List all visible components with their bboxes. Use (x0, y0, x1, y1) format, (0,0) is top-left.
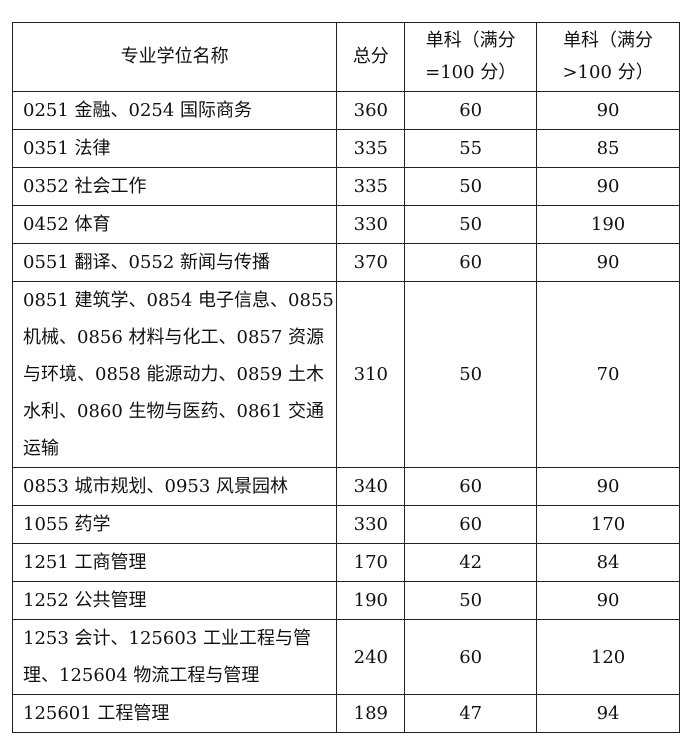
total-cell: 190 (336, 581, 406, 620)
name-cell: 1252 公共管理 (11, 581, 338, 620)
single-over-100-cell: 94 (536, 694, 680, 733)
table-row: 0452 体育 330 50 190 (11, 205, 680, 244)
single-over-100-cell: 170 (536, 505, 680, 544)
score-table: 专业学位名称 总分 单科（满分=100 分） 单科（满分>100 分） 0251… (11, 22, 680, 733)
header-name: 专业学位名称 (11, 22, 338, 92)
total-cell: 189 (336, 694, 406, 733)
table-row: 1252 公共管理 190 50 90 (11, 581, 680, 620)
table-row: 0551 翻译、0552 新闻与传播 370 60 90 (11, 243, 680, 282)
name-cell: 0851 建筑学、0854 电子信息、0855 机械、0856 材料与化工、08… (11, 281, 338, 468)
single-100-cell: 60 (404, 467, 538, 506)
total-cell: 360 (336, 91, 406, 130)
header-single-over-100: 单科（满分>100 分） (536, 22, 680, 92)
single-100-cell: 50 (404, 205, 538, 244)
name-cell: 0452 体育 (11, 205, 338, 244)
table-row: 125601 工程管理 189 47 94 (11, 694, 680, 733)
single-100-cell: 50 (404, 167, 538, 206)
total-cell: 240 (336, 619, 406, 695)
single-100-cell: 60 (404, 91, 538, 130)
single-over-100-cell: 85 (536, 129, 680, 168)
single-over-100-cell: 90 (536, 581, 680, 620)
single-over-100-cell: 90 (536, 167, 680, 206)
total-cell: 310 (336, 281, 406, 468)
name-cell: 0351 法律 (11, 129, 338, 168)
total-cell: 340 (336, 467, 406, 506)
table-row: 1055 药学 330 60 170 (11, 505, 680, 544)
single-100-cell: 60 (404, 243, 538, 282)
single-over-100-cell: 84 (536, 543, 680, 582)
table-row: 0853 城市规划、0953 风景园林 340 60 90 (11, 467, 680, 506)
single-over-100-cell: 90 (536, 243, 680, 282)
single-100-cell: 50 (404, 581, 538, 620)
single-100-cell: 47 (404, 694, 538, 733)
total-cell: 330 (336, 505, 406, 544)
single-over-100-cell: 190 (536, 205, 680, 244)
single-100-cell: 60 (404, 619, 538, 695)
name-cell: 1253 会计、125603 工业工程与管理、125604 物流工程与管理 (11, 619, 338, 695)
name-cell: 0352 社会工作 (11, 167, 338, 206)
single-over-100-cell: 120 (536, 619, 680, 695)
table-row: 0352 社会工作 335 50 90 (11, 167, 680, 206)
total-cell: 170 (336, 543, 406, 582)
single-over-100-cell: 90 (536, 467, 680, 506)
table-row: 0351 法律 335 55 85 (11, 129, 680, 168)
table-row: 1253 会计、125603 工业工程与管理、125604 物流工程与管理 240… (11, 619, 680, 695)
single-100-cell: 42 (404, 543, 538, 582)
name-cell: 1251 工商管理 (11, 543, 338, 582)
single-100-cell: 60 (404, 505, 538, 544)
single-100-cell: 55 (404, 129, 538, 168)
single-over-100-cell: 70 (536, 281, 680, 468)
name-cell: 0551 翻译、0552 新闻与传播 (11, 243, 338, 282)
name-cell: 125601 工程管理 (11, 694, 338, 733)
name-cell: 1055 药学 (11, 505, 338, 544)
name-cell: 0251 金融、0254 国际商务 (11, 91, 338, 130)
header-single-100: 单科（满分=100 分） (404, 22, 538, 92)
header-total: 总分 (336, 22, 406, 92)
table-row: 0851 建筑学、0854 电子信息、0855 机械、0856 材料与化工、08… (11, 281, 680, 468)
name-cell: 0853 城市规划、0953 风景园林 (11, 467, 338, 506)
total-cell: 335 (336, 167, 406, 206)
total-cell: 370 (336, 243, 406, 282)
table-row: 0251 金融、0254 国际商务 360 60 90 (11, 91, 680, 130)
single-100-cell: 50 (404, 281, 538, 468)
single-over-100-cell: 90 (536, 91, 680, 130)
total-cell: 335 (336, 129, 406, 168)
total-cell: 330 (336, 205, 406, 244)
table-row: 1251 工商管理 170 42 84 (11, 543, 680, 582)
header-row: 专业学位名称 总分 单科（满分=100 分） 单科（满分>100 分） (11, 22, 680, 92)
